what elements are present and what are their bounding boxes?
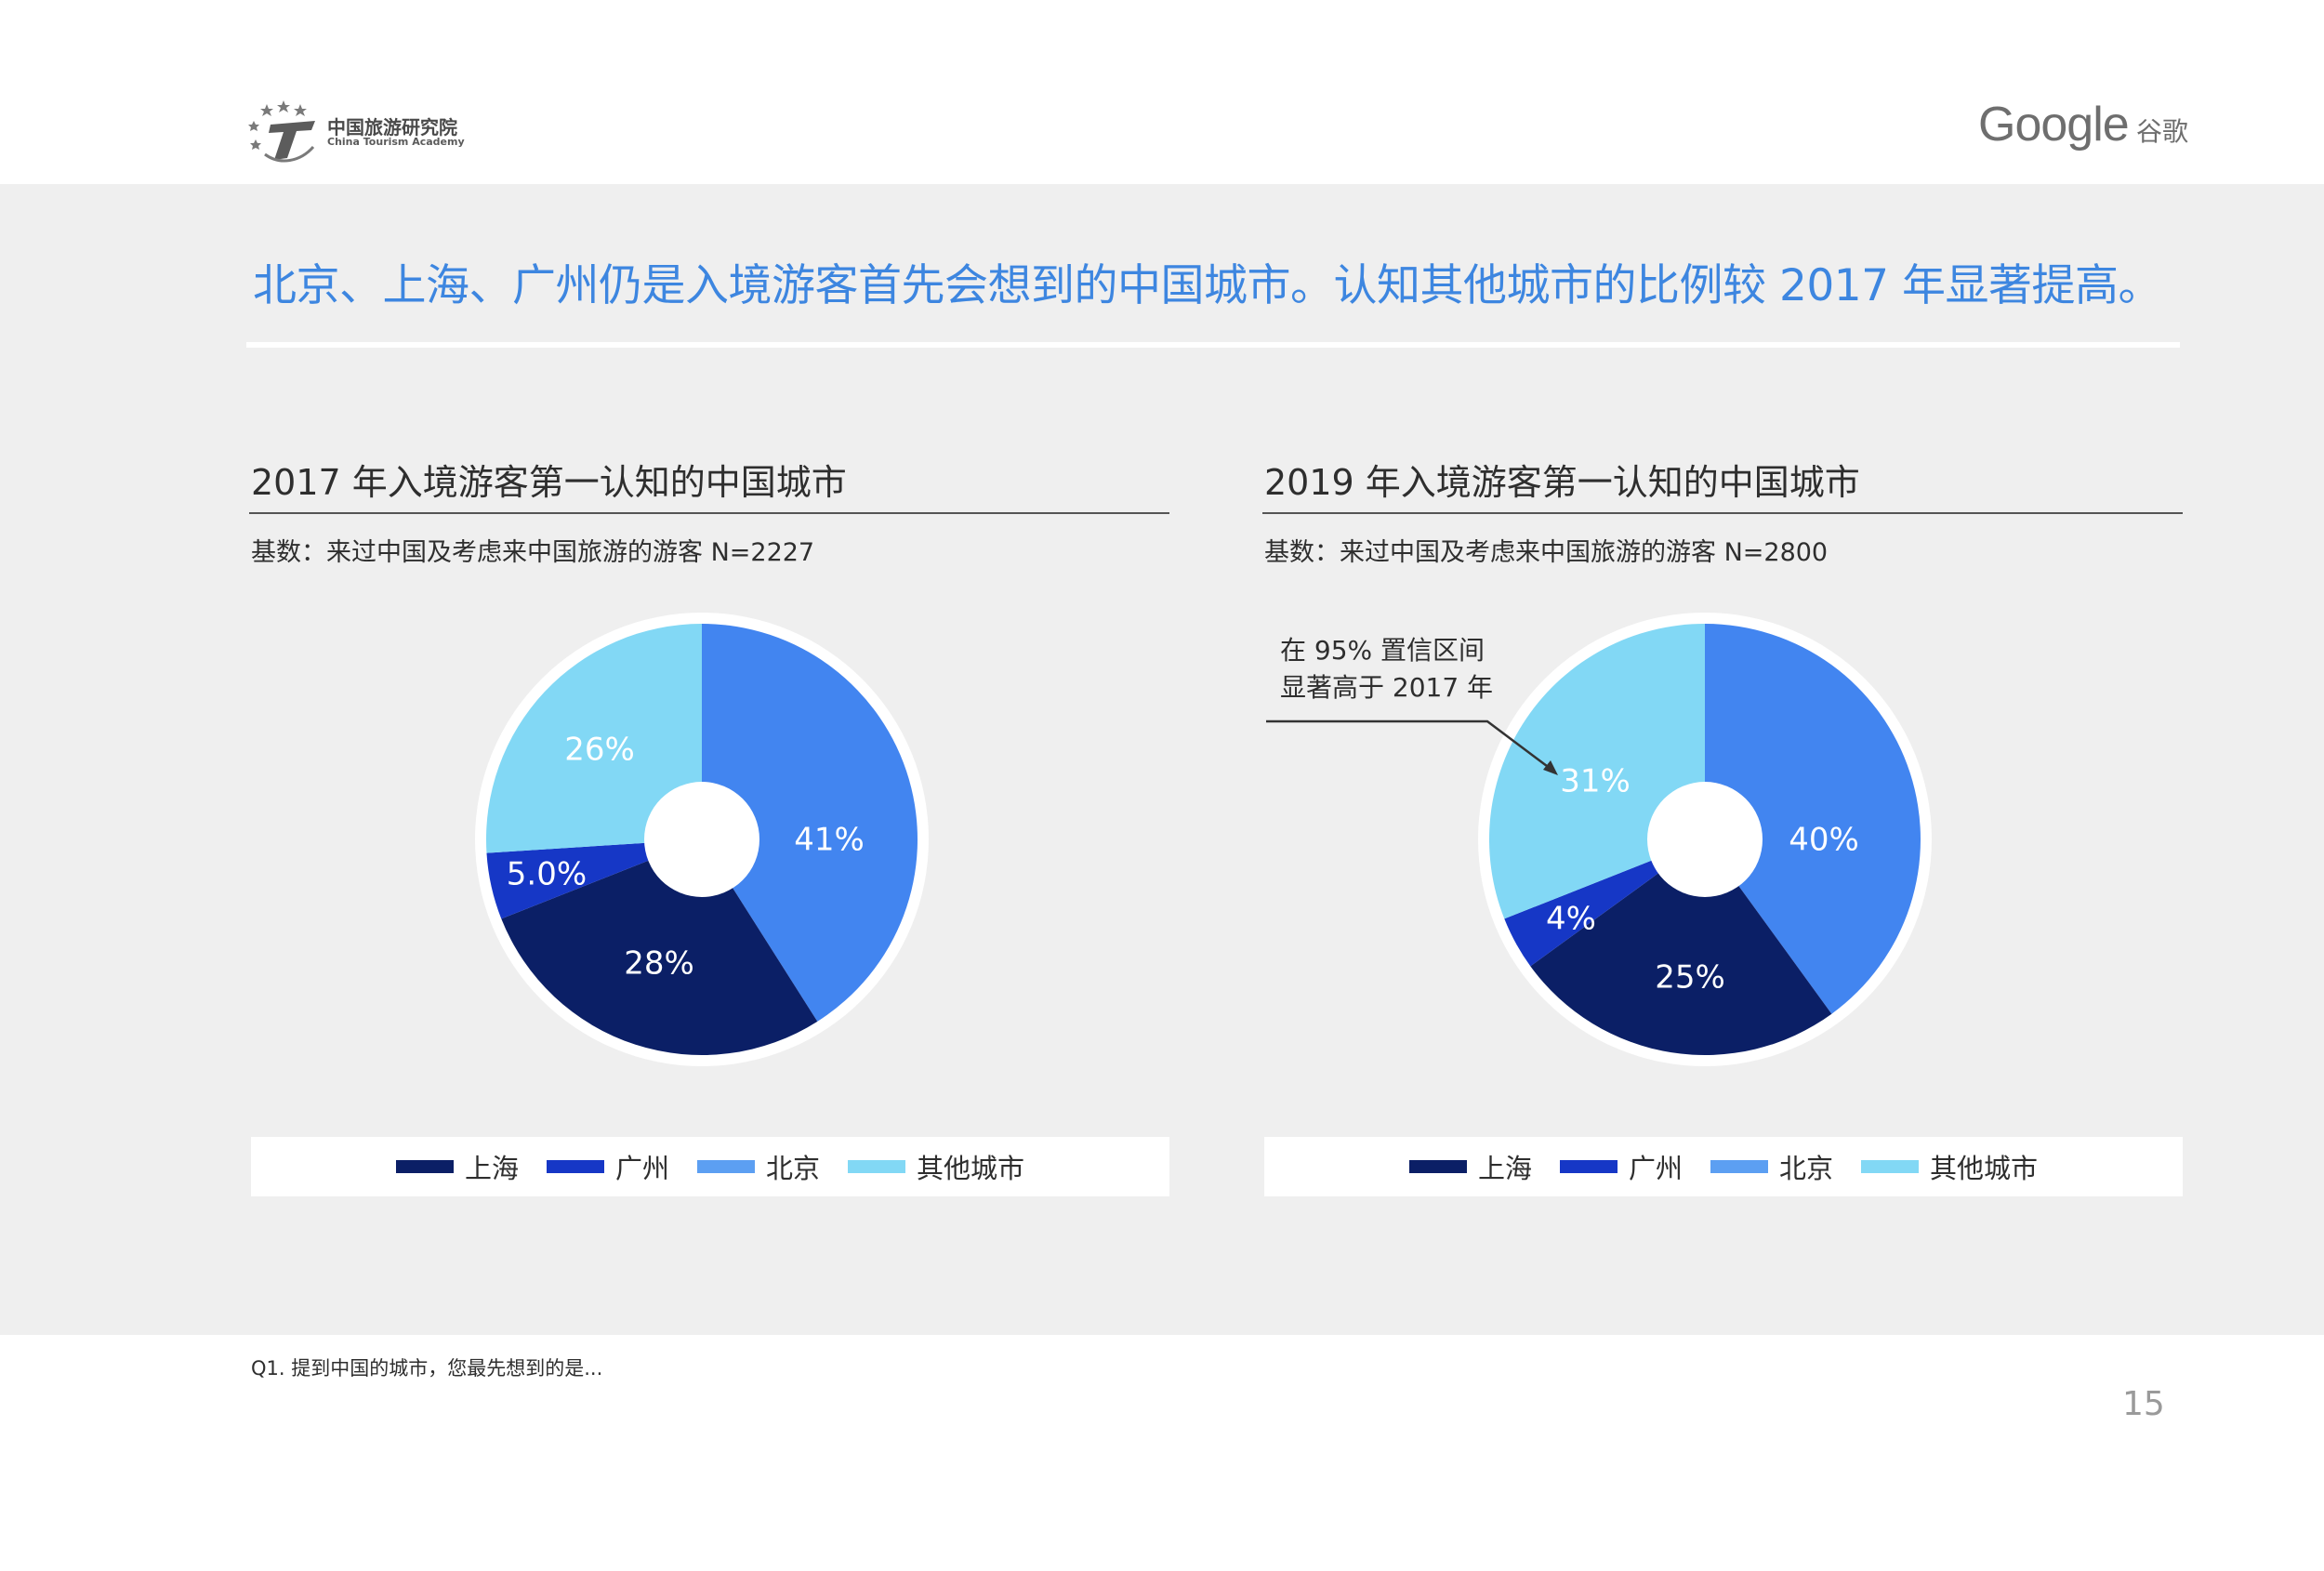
legend-label: 北京: [766, 1153, 821, 1184]
legend-swatch: [1710, 1160, 1768, 1173]
page-number: 15: [2122, 1385, 2165, 1423]
legend-item-beijing: 北京: [697, 1147, 820, 1186]
google-logo: Google: [1978, 98, 2130, 152]
legend-label: 上海: [1477, 1153, 1532, 1184]
headline-divider: [246, 342, 2180, 348]
legend-label: 其他城市: [917, 1153, 1025, 1184]
legend-item-other: 其他城市: [1861, 1147, 2038, 1186]
question-footnote: Q1. 提到中国的城市，您最先想到的是...: [251, 1357, 603, 1380]
legend-swatch: [1559, 1160, 1618, 1173]
legend-label: 广州: [614, 1153, 669, 1184]
legend-item-guangzhou: 广州: [546, 1147, 669, 1186]
org-name: 中国旅游研究院: [327, 116, 457, 139]
google-cn-label: 谷歌: [2136, 116, 2189, 147]
legend-item-other: 其他城市: [848, 1147, 1024, 1186]
legend-label: 北京: [1779, 1153, 1834, 1184]
chart-base-note-2019: 基数：来过中国及考虑来中国旅游的游客 N=2800: [1264, 538, 1829, 567]
chart-title-2017: 2017 年入境游客第一认知的中国城市: [251, 462, 847, 503]
annotation-line-2: 显著高于 2017 年: [1280, 672, 1494, 703]
legend-swatch: [395, 1160, 454, 1173]
legend-item-beijing: 北京: [1710, 1147, 1833, 1186]
legend-label: 其他城市: [1930, 1153, 2039, 1184]
chart-title-rule-2017: [249, 512, 1169, 514]
legend-item-shanghai: 上海: [1408, 1147, 1532, 1186]
chart-base-note-2017: 基数：来过中国及考虑来中国旅游的游客 N=2227: [251, 538, 815, 567]
legend-swatch: [848, 1160, 906, 1173]
china-tourism-academy-logo-icon: [248, 100, 315, 163]
slide-headline: 北京、上海、广州仍是入境游客首先会想到的中国城市。认知其他城市的比例较 2017…: [253, 260, 2162, 311]
legend-swatch: [697, 1160, 755, 1173]
legend-swatch: [546, 1160, 604, 1173]
legend-swatch: [1861, 1160, 1920, 1173]
org-name-en: China Tourism Academy: [327, 136, 465, 148]
legend-label: 广州: [1628, 1153, 1683, 1184]
significance-annotation: 在 95% 置信区间 显著高于 2017 年: [1280, 632, 1493, 706]
annotation-line-1: 在 95% 置信区间: [1280, 635, 1486, 666]
legend-item-guangzhou: 广州: [1559, 1147, 1683, 1186]
legend-label: 上海: [464, 1153, 519, 1184]
legend-2019: 上海 广州 北京 其他城市: [1264, 1137, 2183, 1196]
chart-title-2019: 2019 年入境游客第一认知的中国城市: [1264, 462, 1860, 503]
legend-item-shanghai: 上海: [395, 1147, 519, 1186]
legend-2017: 上海 广州 北京 其他城市: [251, 1137, 1169, 1196]
legend-swatch: [1408, 1160, 1467, 1173]
chart-title-rule-2019: [1262, 512, 2183, 514]
